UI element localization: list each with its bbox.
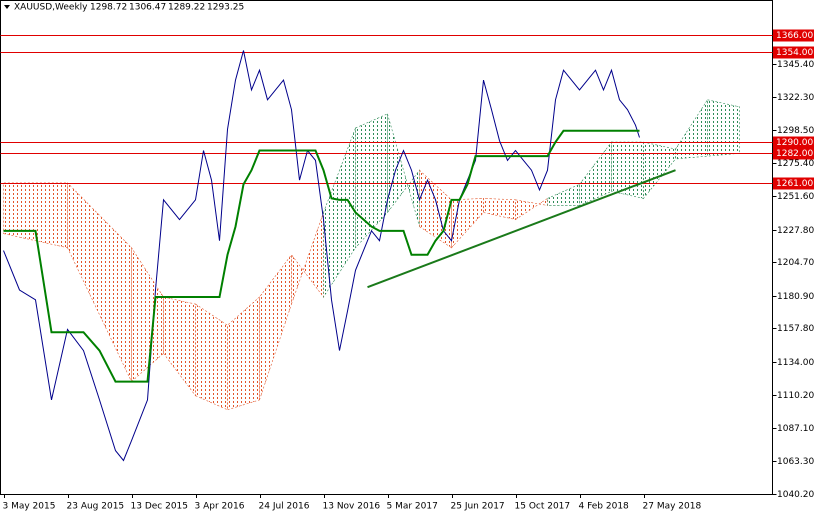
cloud-segment — [483, 198, 516, 220]
symbol-title: XAUUSD,Weekly — [14, 3, 88, 13]
cloud-segment — [515, 197, 548, 221]
y-tick-label: 1251.60 — [777, 192, 814, 202]
trend-line — [367, 169, 676, 289]
cloud-segment — [291, 212, 324, 305]
y-tick-label: 1110.20 — [777, 391, 814, 401]
level-label-box — [773, 147, 814, 160]
cloud-segment — [643, 141, 676, 200]
quote-value: 1289.22 — [168, 3, 205, 13]
cloud-segment — [451, 198, 484, 249]
x-tick-label: 3 May 2015 — [3, 502, 56, 512]
cloud-segment — [163, 296, 196, 397]
level-label: 1366.00 — [776, 31, 813, 41]
y-tick-label: 1087.10 — [777, 424, 814, 434]
x-tick-label: 25 Jun 2017 — [451, 502, 505, 512]
level-label: 1282.00 — [776, 149, 813, 159]
x-tick-label: 27 May 2018 — [643, 502, 702, 512]
x-tick-label: 13 Nov 2016 — [323, 502, 381, 512]
x-tick-label: 23 Aug 2015 — [67, 502, 125, 512]
cloud-segment — [387, 113, 420, 227]
quote-value: 1298.72 — [90, 3, 127, 13]
x-tick-label: 24 Jul 2016 — [259, 502, 310, 512]
y-tick-label: 1204.70 — [777, 258, 814, 268]
y-tick-label: 1157.80 — [777, 324, 814, 334]
quote-value: 1306.47 — [129, 3, 166, 13]
y-tick-label: 1040.20 — [777, 490, 814, 500]
cloud-segment — [131, 246, 164, 383]
cloud-segment — [355, 113, 388, 249]
cloud-segment — [675, 98, 708, 160]
cloud-segment — [195, 303, 228, 411]
quote-value: 1293.25 — [207, 3, 244, 13]
y-tick-label: 1298.50 — [777, 126, 814, 136]
cloud-segment — [579, 141, 612, 206]
x-tick-label: 5 Mar 2017 — [387, 502, 438, 512]
menu-icon — [4, 5, 10, 9]
level-label: 1261.00 — [776, 179, 813, 189]
y-tick-label: 1134.00 — [777, 358, 814, 368]
x-tick-label: 4 Feb 2018 — [579, 502, 630, 512]
price-line — [3, 129, 640, 383]
y-tick-label: 1180.90 — [777, 292, 814, 302]
cloud-segment — [323, 127, 356, 299]
y-tick-label: 1063.30 — [777, 457, 814, 467]
level-label-box — [773, 46, 814, 59]
y-tick-label: 1345.40 — [777, 60, 814, 70]
cloud-segment — [547, 183, 580, 206]
x-tick-label: 15 Oct 2017 — [515, 502, 571, 512]
y-tick-label: 1322.30 — [777, 93, 814, 103]
y-tick-label: 1275.40 — [777, 159, 814, 169]
level-label-box — [773, 177, 814, 190]
x-tick-label: 13 Dec 2015 — [131, 502, 189, 512]
plot-frame — [0, 0, 773, 495]
cloud-segment — [611, 141, 644, 199]
y-tick-label: 1227.80 — [777, 226, 814, 236]
cloud-segment — [227, 296, 260, 411]
cloud-segment — [67, 182, 132, 382]
level-label-box — [773, 29, 814, 42]
level-label: 1354.00 — [776, 48, 813, 58]
cloud-segment — [707, 99, 740, 157]
level-label: 1290.00 — [776, 138, 813, 148]
level-label-box — [773, 136, 814, 149]
x-tick-label: 3 Apr 2016 — [195, 502, 245, 512]
cloud-segment — [3, 182, 68, 249]
price-line — [3, 50, 640, 462]
cloud-segment — [419, 169, 452, 249]
cloud-segment — [259, 253, 292, 400]
